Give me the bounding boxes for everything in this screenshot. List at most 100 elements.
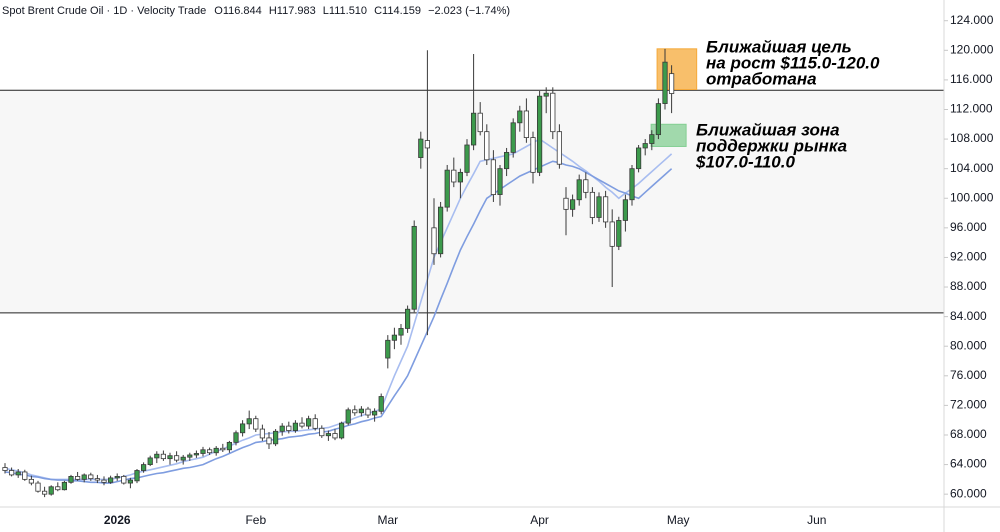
- candle-body: [233, 432, 239, 443]
- candle-body: [200, 449, 206, 454]
- candle-body: [338, 422, 345, 439]
- candle-body: [312, 418, 318, 429]
- candle-body: [411, 225, 417, 310]
- y-tick-label: 88.000: [950, 279, 987, 293]
- candle-body: [503, 151, 510, 170]
- chart-header: Spot Brent Crude Oil · 1D · Velocity Tra…: [2, 5, 510, 17]
- candle-body: [451, 169, 457, 183]
- candle-body: [530, 137, 536, 173]
- y-tick-label: 76.000: [950, 368, 987, 382]
- y-tick-label: 80.000: [950, 338, 987, 352]
- annotation-text: Ближайшая цель: [706, 37, 852, 56]
- x-tick-label: May: [667, 513, 690, 527]
- candle-body: [325, 433, 332, 437]
- candle-body: [108, 477, 114, 483]
- candle-body: [603, 196, 609, 223]
- candle-body: [457, 171, 464, 183]
- x-tick-label: Apr: [530, 513, 549, 527]
- candle-body: [94, 478, 100, 481]
- candle-body: [616, 220, 622, 247]
- y-tick-label: 72.000: [950, 398, 987, 412]
- candle-body: [101, 479, 107, 483]
- candle-body: [68, 476, 74, 483]
- candle-body: [470, 112, 477, 146]
- candle-body: [576, 179, 582, 201]
- y-tick-label: 116.000: [950, 72, 993, 86]
- ohlc-close: C114.159: [374, 5, 421, 17]
- ohlc-change: −2.023 (−1.74%): [428, 5, 510, 17]
- candle-body: [464, 144, 470, 173]
- candle-body: [352, 409, 358, 414]
- candle-body: [424, 140, 431, 149]
- candle-body: [173, 455, 180, 461]
- y-tick-label: 108.000: [950, 131, 994, 145]
- candle-body: [596, 196, 602, 218]
- candle-body: [570, 199, 576, 210]
- candle-body: [589, 191, 596, 218]
- candle-body: [299, 422, 305, 427]
- candle-body: [167, 455, 173, 460]
- x-tick-label: 2026: [104, 513, 131, 527]
- candle-body: [213, 447, 219, 454]
- candle-body: [42, 490, 48, 495]
- candle-body: [61, 481, 68, 491]
- candle-body: [28, 478, 35, 484]
- ohlc-high: H117.983: [269, 5, 316, 17]
- candle-body: [319, 427, 325, 437]
- candle-body: [154, 453, 160, 459]
- y-tick-label: 64.000: [950, 457, 987, 471]
- candle-body: [81, 474, 87, 480]
- candle-body: [48, 486, 54, 495]
- candle-body: [609, 221, 615, 247]
- candle-body: [35, 482, 41, 492]
- x-tick-label: Feb: [245, 513, 266, 527]
- candle-body: [510, 122, 516, 153]
- candle-body: [378, 396, 384, 412]
- y-tick-label: 112.000: [950, 102, 993, 116]
- candle-body: [15, 471, 21, 476]
- annotation-text: отработана: [706, 69, 817, 88]
- candle-body: [114, 476, 120, 479]
- candle-body: [563, 197, 569, 210]
- candle-body: [655, 103, 662, 136]
- candle-body: [140, 464, 147, 471]
- candle-body: [180, 456, 186, 461]
- candle-body: [358, 408, 365, 414]
- candle-body: [622, 199, 629, 221]
- candle-body: [371, 410, 378, 416]
- candle-body: [497, 168, 503, 195]
- annotation-text: Ближайшая зона: [696, 120, 840, 139]
- candle-body: [365, 408, 371, 416]
- candle-body: [286, 425, 292, 431]
- candle-body: [246, 418, 252, 425]
- candle-body: [160, 453, 166, 460]
- x-tick-label: Mar: [377, 513, 398, 527]
- candle-body: [88, 474, 94, 480]
- chart-title: Spot Brent Crude Oil · 1D · Velocity Tra…: [2, 5, 206, 17]
- candle-body: [444, 169, 450, 208]
- candle-body: [517, 110, 523, 124]
- y-tick-label: 104.000: [950, 161, 994, 175]
- y-tick-label: 124.000: [950, 13, 994, 27]
- y-tick-label: 68.000: [950, 427, 987, 441]
- candle-body: [266, 437, 272, 445]
- candle-body: [134, 470, 140, 482]
- y-tick-label: 96.000: [950, 220, 987, 234]
- candle-body: [220, 447, 226, 451]
- candle-body: [22, 471, 28, 480]
- candle-body: [484, 131, 490, 161]
- candle-body: [523, 110, 530, 138]
- candle-body: [2, 467, 8, 471]
- candle-body: [253, 418, 259, 430]
- y-tick-label: 120.000: [950, 42, 994, 56]
- candle-body: [391, 334, 398, 341]
- ohlc-open: O116.844: [214, 5, 262, 17]
- candle-body: [75, 476, 81, 480]
- candle-body: [8, 470, 15, 476]
- candle-body: [404, 308, 411, 329]
- candle-body: [537, 95, 543, 173]
- candle-body: [418, 138, 424, 158]
- candle-body: [305, 418, 312, 427]
- candle-body: [226, 441, 232, 451]
- annotation-text: на рост $115.0-120.0: [706, 53, 880, 72]
